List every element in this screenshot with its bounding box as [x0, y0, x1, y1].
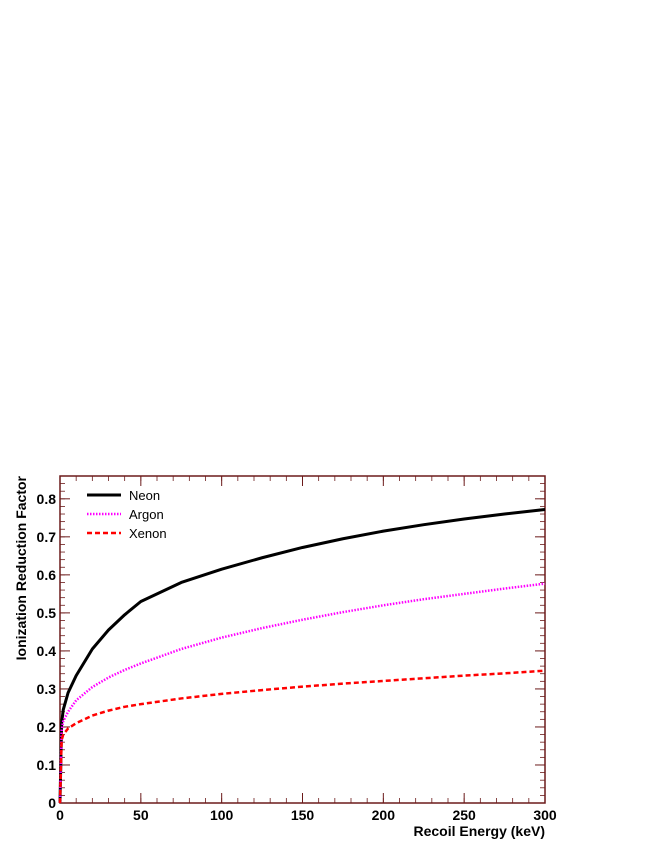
legend-label-xenon: Xenon [129, 526, 167, 541]
y-tick-label: 0.6 [37, 567, 57, 583]
y-tick-label: 0.4 [37, 643, 57, 659]
y-axis-ticks: 0 0.1 0.2 0.3 0.4 0.5 0.6 0.7 0.8 [37, 475, 545, 811]
y-tick-label: 0.5 [37, 605, 57, 621]
plot-frame [59, 475, 546, 804]
x-tick-label: 50 [133, 807, 149, 823]
y-tick-label: 0.7 [37, 529, 57, 545]
x-tick-label: 200 [372, 807, 396, 823]
y-tick-label: 0.2 [37, 719, 57, 735]
x-tick-label: 250 [452, 807, 476, 823]
series-line-argon [58, 582, 546, 804]
y-tick-label: 0.1 [37, 757, 57, 773]
y-axis-title: Ionization Reduction Factor [13, 475, 29, 660]
legend: Neon Argon Xenon [87, 488, 167, 541]
y-tick-label: 0.8 [37, 491, 57, 507]
y-tick-label: 0 [48, 795, 56, 811]
x-tick-label: 0 [56, 807, 64, 823]
x-axis-title: Recoil Energy (keV) [414, 823, 546, 839]
series-line-neon [58, 507, 546, 804]
x-tick-label: 150 [291, 807, 315, 823]
series-lines [58, 507, 546, 804]
x-tick-label: 100 [210, 807, 234, 823]
x-axis-ticks: 0 50 100 150 200 250 300 [56, 476, 557, 823]
series-line-xenon [58, 669, 546, 804]
legend-label-neon: Neon [129, 488, 160, 503]
legend-label-argon: Argon [129, 507, 164, 522]
x-tick-label: 300 [533, 807, 557, 823]
y-tick-label: 0.3 [37, 681, 57, 697]
